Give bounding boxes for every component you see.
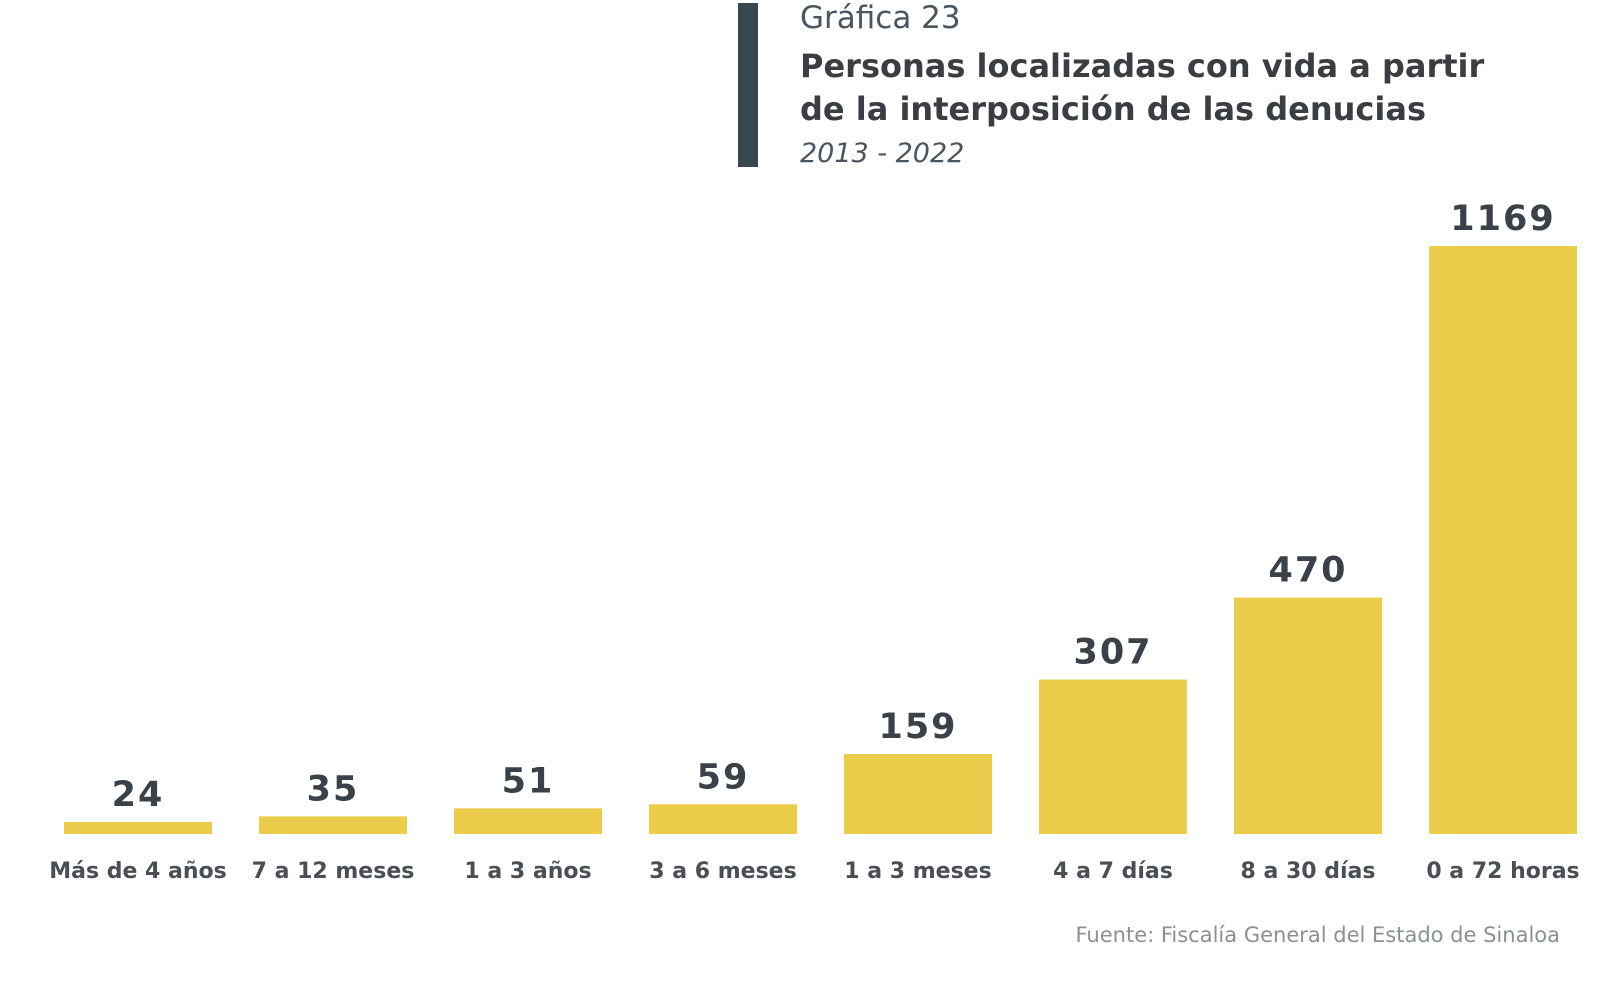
bar: [259, 816, 407, 834]
x-tick-label: 0 a 72 horas: [1426, 859, 1579, 884]
chart-title: Personas localizadas con vida a partir: [800, 47, 1485, 85]
value-label: 1169: [1450, 199, 1555, 239]
x-tick-label: 7 a 12 meses: [252, 859, 415, 884]
bar: [1234, 597, 1382, 834]
x-tick-label: Más de 4 años: [49, 859, 227, 884]
bar: [1429, 246, 1577, 834]
value-label: 59: [697, 757, 750, 797]
bar: [649, 804, 797, 834]
x-tick-label: 1 a 3 meses: [844, 859, 991, 884]
value-label: 470: [1268, 551, 1347, 591]
value-label: 159: [878, 707, 957, 747]
value-label: 24: [112, 775, 165, 815]
chart-label: Gráfica 23: [800, 0, 961, 36]
chart-subtitle: 2013 - 2022: [800, 138, 964, 169]
value-label: 51: [502, 761, 555, 801]
x-tick-label: 8 a 30 días: [1241, 859, 1376, 884]
bar: [844, 754, 992, 834]
bar: [1039, 679, 1187, 834]
title-accent: [738, 3, 758, 167]
chart-title: de la interposición de las denucias: [800, 90, 1426, 128]
source: Fuente: Fiscalía General del Estado de S…: [1075, 923, 1560, 947]
bar: [454, 808, 602, 834]
value-label: 307: [1073, 633, 1152, 673]
value-label: 35: [307, 769, 360, 809]
x-tick-label: 4 a 7 días: [1053, 859, 1173, 884]
bar: [64, 821, 212, 834]
x-tick-label: 1 a 3 años: [464, 859, 591, 884]
x-tick-label: 3 a 6 meses: [649, 859, 796, 884]
